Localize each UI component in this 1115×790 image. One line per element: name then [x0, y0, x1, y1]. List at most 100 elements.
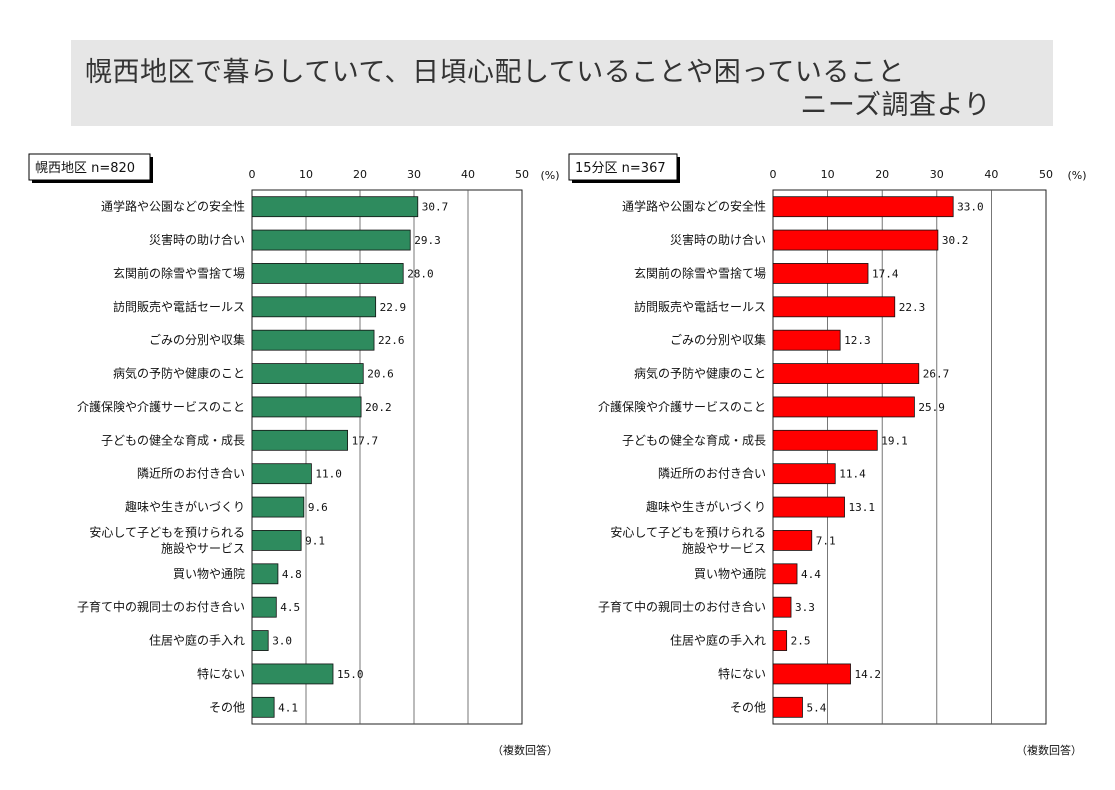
- data-label: 17.4: [872, 267, 899, 280]
- data-label: 20.2: [365, 401, 392, 414]
- data-label: 22.6: [378, 334, 405, 347]
- x-tick-label: 40: [461, 168, 475, 181]
- x-tick-label: 0: [770, 168, 777, 181]
- panel-title: 15分区 n=367: [575, 161, 666, 176]
- bar: [252, 564, 278, 584]
- category-label: 買い物や通院: [173, 567, 245, 581]
- bar: [252, 430, 348, 450]
- x-tick-label: 30: [930, 168, 944, 181]
- bar: [773, 297, 895, 317]
- bar: [773, 697, 802, 717]
- category-label: 隣近所のお付き合い: [658, 466, 766, 481]
- bar: [773, 230, 938, 250]
- bar: [252, 297, 376, 317]
- category-label: 災害時の助け合い: [149, 232, 245, 247]
- data-label: 11.0: [315, 468, 342, 481]
- data-label: 26.7: [923, 368, 950, 381]
- data-label: 9.1: [305, 534, 325, 547]
- bar: [252, 464, 311, 484]
- bar: [773, 364, 919, 384]
- x-unit-label: (%): [540, 169, 559, 182]
- bar: [252, 230, 410, 250]
- x-tick-label: 30: [407, 168, 421, 181]
- data-label: 4.5: [280, 601, 300, 614]
- data-label: 2.5: [791, 635, 811, 648]
- x-unit-label: (%): [1067, 169, 1086, 182]
- data-label: 33.0: [957, 201, 984, 214]
- category-label: 住居や庭の手入れ: [670, 633, 766, 648]
- x-tick-label: 10: [821, 168, 835, 181]
- category-label: 介護保険や介護サービスのこと: [77, 399, 245, 414]
- bar: [773, 263, 868, 283]
- data-label: 9.6: [308, 501, 328, 514]
- category-label: 買い物や通院: [694, 567, 766, 581]
- data-label: 4.1: [278, 701, 298, 714]
- category-label: 隣近所のお付き合い: [137, 466, 245, 481]
- x-tick-label: 50: [1039, 168, 1053, 181]
- category-label: 玄関前の除雪や雪捨て場: [113, 265, 245, 280]
- bar: [773, 530, 812, 550]
- data-label: 22.3: [899, 301, 926, 314]
- data-label: 30.2: [942, 234, 969, 247]
- data-label: 28.0: [407, 267, 434, 280]
- category-label: ごみの分別や収集: [149, 332, 245, 347]
- category-label: 病気の予防や健康のこと: [113, 366, 245, 381]
- data-label: 29.3: [414, 234, 441, 247]
- bar: [773, 197, 953, 217]
- category-label: ごみの分別や収集: [670, 332, 766, 347]
- category-label: 趣味や生きがいづくり: [125, 499, 245, 514]
- footnote: （複数回答）: [492, 743, 558, 757]
- category-label: 安心して子どもを預けられる: [89, 524, 245, 539]
- bar: [773, 664, 851, 684]
- data-label: 20.6: [367, 368, 394, 381]
- category-label: 病気の予防や健康のこと: [634, 366, 766, 381]
- category-label: その他: [730, 700, 766, 714]
- bar: [773, 464, 835, 484]
- category-label: 通学路や公園などの安全性: [622, 199, 766, 214]
- category-label: 訪問販売や電話セールス: [113, 299, 245, 314]
- data-label: 25.9: [918, 401, 945, 414]
- category-label: 介護保険や介護サービスのこと: [598, 399, 766, 414]
- data-label: 22.9: [380, 301, 407, 314]
- data-label: 5.4: [806, 701, 826, 714]
- data-label: 17.7: [352, 434, 379, 447]
- x-tick-label: 20: [353, 168, 367, 181]
- bar: [773, 497, 845, 517]
- data-label: 14.2: [855, 668, 882, 681]
- bar: [252, 530, 301, 550]
- bar: [252, 497, 304, 517]
- x-tick-label: 50: [515, 168, 529, 181]
- bar: [252, 364, 363, 384]
- data-label: 7.1: [816, 534, 836, 547]
- category-label: 災害時の助け合い: [670, 232, 766, 247]
- x-tick-label: 40: [984, 168, 998, 181]
- bar: [773, 330, 840, 350]
- panel-title: 幌西地区 n=820: [35, 160, 135, 176]
- data-label: 19.1: [881, 434, 908, 447]
- bar: [252, 397, 361, 417]
- data-label: 30.7: [422, 201, 449, 214]
- category-label: 特にない: [197, 666, 245, 681]
- bar: [252, 597, 276, 617]
- category-label: 玄関前の除雪や雪捨て場: [634, 265, 766, 280]
- bar: [773, 564, 797, 584]
- category-label: 住居や庭の手入れ: [149, 633, 245, 648]
- bar: [773, 631, 787, 651]
- category-label: 通学路や公園などの安全性: [101, 199, 245, 214]
- x-tick-label: 20: [875, 168, 889, 181]
- bar: [252, 631, 268, 651]
- bar: [252, 263, 403, 283]
- category-label: 趣味や生きがいづくり: [646, 499, 766, 514]
- data-label: 11.4: [839, 468, 866, 481]
- data-label: 4.8: [282, 568, 302, 581]
- x-tick-label: 10: [299, 168, 313, 181]
- category-label: 施設やサービス: [682, 540, 766, 555]
- category-label: 安心して子どもを預けられる: [610, 524, 766, 539]
- footnote: （複数回答）: [1016, 743, 1082, 757]
- category-label: 訪問販売や電話セールス: [634, 299, 766, 314]
- bar: [773, 397, 914, 417]
- bar: [773, 430, 877, 450]
- category-label: 特にない: [718, 666, 766, 681]
- data-label: 3.0: [272, 635, 292, 648]
- data-label: 4.4: [801, 568, 821, 581]
